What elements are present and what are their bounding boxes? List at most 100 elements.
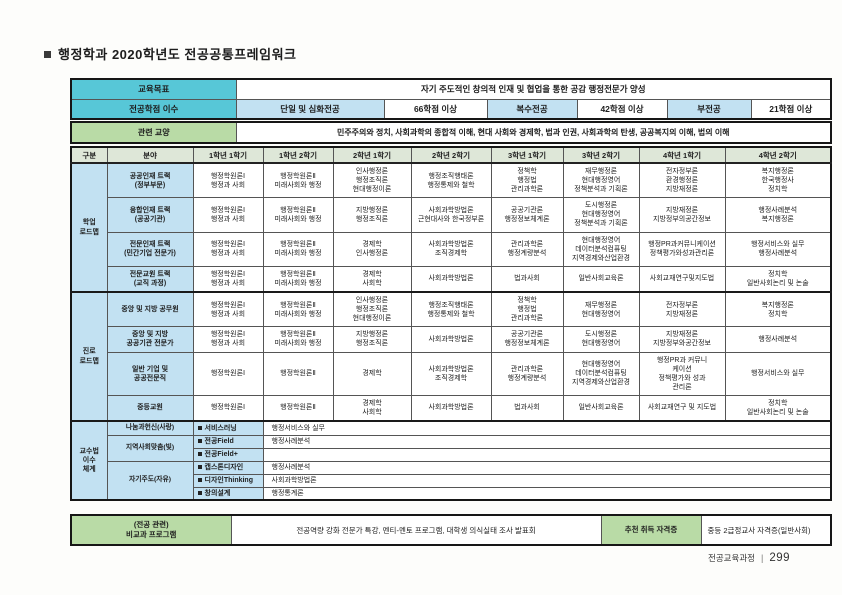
course-cell: 도시행정론 현대행정영어 [562,326,640,353]
bullet-square-icon [197,490,202,495]
matrix-header-cell: 3학년 1학기 [490,146,564,164]
course-cell: 인사행정론 행정조직론 현대행정이론 [332,162,412,199]
teach-bullet-cell: 창의설계 [192,486,264,501]
credit-type-cell: 복수전공 [486,98,578,120]
page-title: 행정학과 2020학년도 전공공통프레임워크 [58,47,297,62]
credit-type-cell: 단일 및 심화전공 [235,98,385,120]
course-cell: 경제학 사회학 [332,265,412,293]
course-cell: 지방행정론 행정조직론 [332,197,412,233]
field-cell: 중앙 및 지방 공공기관 전문가 [106,326,194,353]
extracurricular-label-line: 비교과 프로그램 [126,530,177,539]
course-cell: 일반사회교육론 [562,394,640,422]
credit-value-cell: 42학점 이상 [576,98,668,120]
course-cell: 행정학원론Ⅱ [262,351,334,396]
related-liberal-table: 관련 교양 민주주의와 정치, 사회과학의 종합적 이해, 현대 사회와 경제학… [70,121,832,144]
square-bullet-icon [44,51,51,58]
matrix-header-cell: 2학년 2학기 [410,146,492,164]
course-cell: 사회과학방법론 [410,394,492,422]
course-cell: 행정학원론Ⅰ 행정과 사회 [192,291,264,328]
field-cell: 공공인재 트랙 (정부부문) [106,162,194,199]
teach-bullet-cell: 디자인Thinking [192,473,264,488]
objective-label-cell: 교육목표 [70,78,237,100]
teach-value-cell: 행정사례분석 [262,460,832,475]
bullet-square-icon [197,452,202,456]
page-title-row: 행정학과 2020학년도 전공공통프레임워크 [44,44,297,63]
credit-value-cell: 21학점 이상 [750,98,832,120]
course-cell: 사회과학방법론 조직경제학 [410,231,492,267]
objective-value-cell: 자기 주도적인 창의적 인재 및 협업을 통한 공감 행정전문가 양성 [235,78,832,100]
course-cell: 행정학원론Ⅰ 행정과 사회 [192,265,264,293]
bullet-square-icon [197,425,202,430]
bullet-square-icon [197,465,202,469]
matrix-header-cell: 분야 [106,146,194,164]
teach-bullet-cell: 전공Field+ [192,447,264,462]
matrix-table: 구분 분야 1학년 1학기 1학년 2학기 2학년 1학기 2학년 2학기 3학년 1학기 3… [70,146,832,502]
matrix-header-cell: 1학년 2학기 [262,146,334,164]
course-cell: 행정학원론Ⅰ 행정과 사회 [192,162,264,199]
course-cell: 도시행정론 현대행정영어 정책분석과 기획론 [562,197,640,233]
course-cell: 현대행정영어 데이터분석컴퓨팅 지역경제와산업환경 [562,231,640,267]
teach-item-label: 창의설계 [204,490,231,498]
course-cell: 법과사회 [490,265,564,293]
field-cell: 자기주도(자유) [106,460,194,501]
course-cell: 재무행정론 현대행정영어 정책분석과 기획론 [562,162,640,199]
course-cell: 행정학원론Ⅱ 미래사회와 행정 [262,265,334,293]
course-cell: 행정PR과커뮤니케이션 정책평가와성과관리론 [638,231,726,267]
course-cell: 지방행정론 행정조직론 [332,326,412,353]
course-cell: 지방재정론 지방정부와공간정보 [638,326,726,353]
course-cell: 행정학원론Ⅱ 미래사회와 행정 [262,326,334,353]
course-cell: 행정학원론Ⅱ [262,394,334,422]
matrix-header-row: 구분 분야 1학년 1학기 1학년 2학기 2학년 1학기 2학년 2학기 3학년 1학기 3… [70,146,832,164]
course-cell: 관리과학론 행정계량분석 [490,351,564,396]
course-cell: 사회과학방법론 [410,326,492,353]
page-footer: 전공교육과정 | 299 [70,552,790,564]
field-cell: 전문인재 트랙 (민간기업 전문가) [106,231,194,267]
field-cell: 융합인재 트랙 (공공기관) [106,197,194,233]
course-cell: 행정학원론Ⅰ 행정과 사회 [192,326,264,353]
course-cell: 정책학 행정법 관리과학론 [490,291,564,328]
course-cell: 정치학 일반사회논리 및 논술 [724,265,832,293]
course-cell: 행정조직행태론 행정통제와 철학 [410,291,492,328]
extracurricular-table: (전공 관련) 비교과 프로그램 전공역량 강화 전문가 특강, 멘티-멘토 프… [70,514,832,546]
teach-item-label: 전공Field [204,438,234,446]
course-cell: 행정학원론Ⅰ 행정과 사회 [192,231,264,267]
matrix-header-cell: 4학년 1학기 [638,146,726,164]
course-cell: 행정사례분석 복지행정론 [724,197,832,233]
teach-bullet-cell: 전공Field [192,434,264,449]
course-cell: 공공기관론 행정정보체계론 [490,197,564,233]
matrix-header-cell: 구분 [70,146,108,164]
teach-value-cell [262,447,832,462]
course-cell: 일반사회교육론 [562,265,640,293]
course-cell: 행정서비스와 실무 [724,351,832,396]
field-cell: 중앙 및 지방 공무원 [106,291,194,328]
teach-item-label: 전공Field+ [204,451,238,459]
credits-label-cell: 전공학점 이수 [70,98,237,120]
teach-item-label: 서비스러닝 [204,424,237,432]
bullet-square-icon [197,439,202,443]
group-cell: 진로 로드맵 [70,291,108,422]
course-cell: 행정학원론Ⅱ 미래사회와 행정 [262,291,334,328]
course-cell: 행정PR과 커뮤니 케이션 정책평가와 성과 관리론 [638,351,726,396]
related-label-cell: 관련 교양 [70,121,237,144]
extracurricular-value-cell: 전공역량 강화 전문가 특강, 멘티-멘토 프로그램, 대학생 의식실태 조사 … [230,514,602,546]
course-cell: 전자정부론 환경행정론 지방재정론 [638,162,726,199]
teach-value-cell: 행정사례분석 [262,434,832,449]
course-cell: 경제학 사회학 [332,394,412,422]
course-cell: 행정조직행태론 행정통제와 철학 [410,162,492,199]
credit-value-cell: 66학점 이상 [383,98,488,120]
related-value-cell: 민주주의와 정치, 사회과학의 종합적 이해, 현대 사회와 경제학, 법과 인… [235,121,832,144]
course-cell: 경제학 [332,351,412,396]
teach-item-label: 캡스톤디자인 [204,464,244,472]
matrix-header-cell: 3학년 2학기 [562,146,640,164]
group-cell: 학업 로드맵 [70,161,108,293]
course-cell: 복지행정론 한국행정사 정치학 [724,162,832,199]
course-cell: 현대행정영어 데이터분석컴퓨팅 지역경제와산업환경 [562,351,640,396]
course-cell: 재무행정론 현대행정영어 [562,291,640,328]
course-cell: 경제학 인사행정론 [332,231,412,267]
course-cell: 행정학원론Ⅰ [192,394,264,422]
matrix-body: 학업 로드맵 공공인재 트랙 (정부부문) 행정학원론Ⅰ 행정과 사회 행정학원론Ⅱ 미래사회… [70,161,832,501]
course-cell: 행정학원론Ⅰ 행정과 사회 [192,197,264,233]
course-cell: 행정학원론Ⅱ 미래사회와 행정 [262,162,334,199]
footer-divider: | [760,553,764,563]
